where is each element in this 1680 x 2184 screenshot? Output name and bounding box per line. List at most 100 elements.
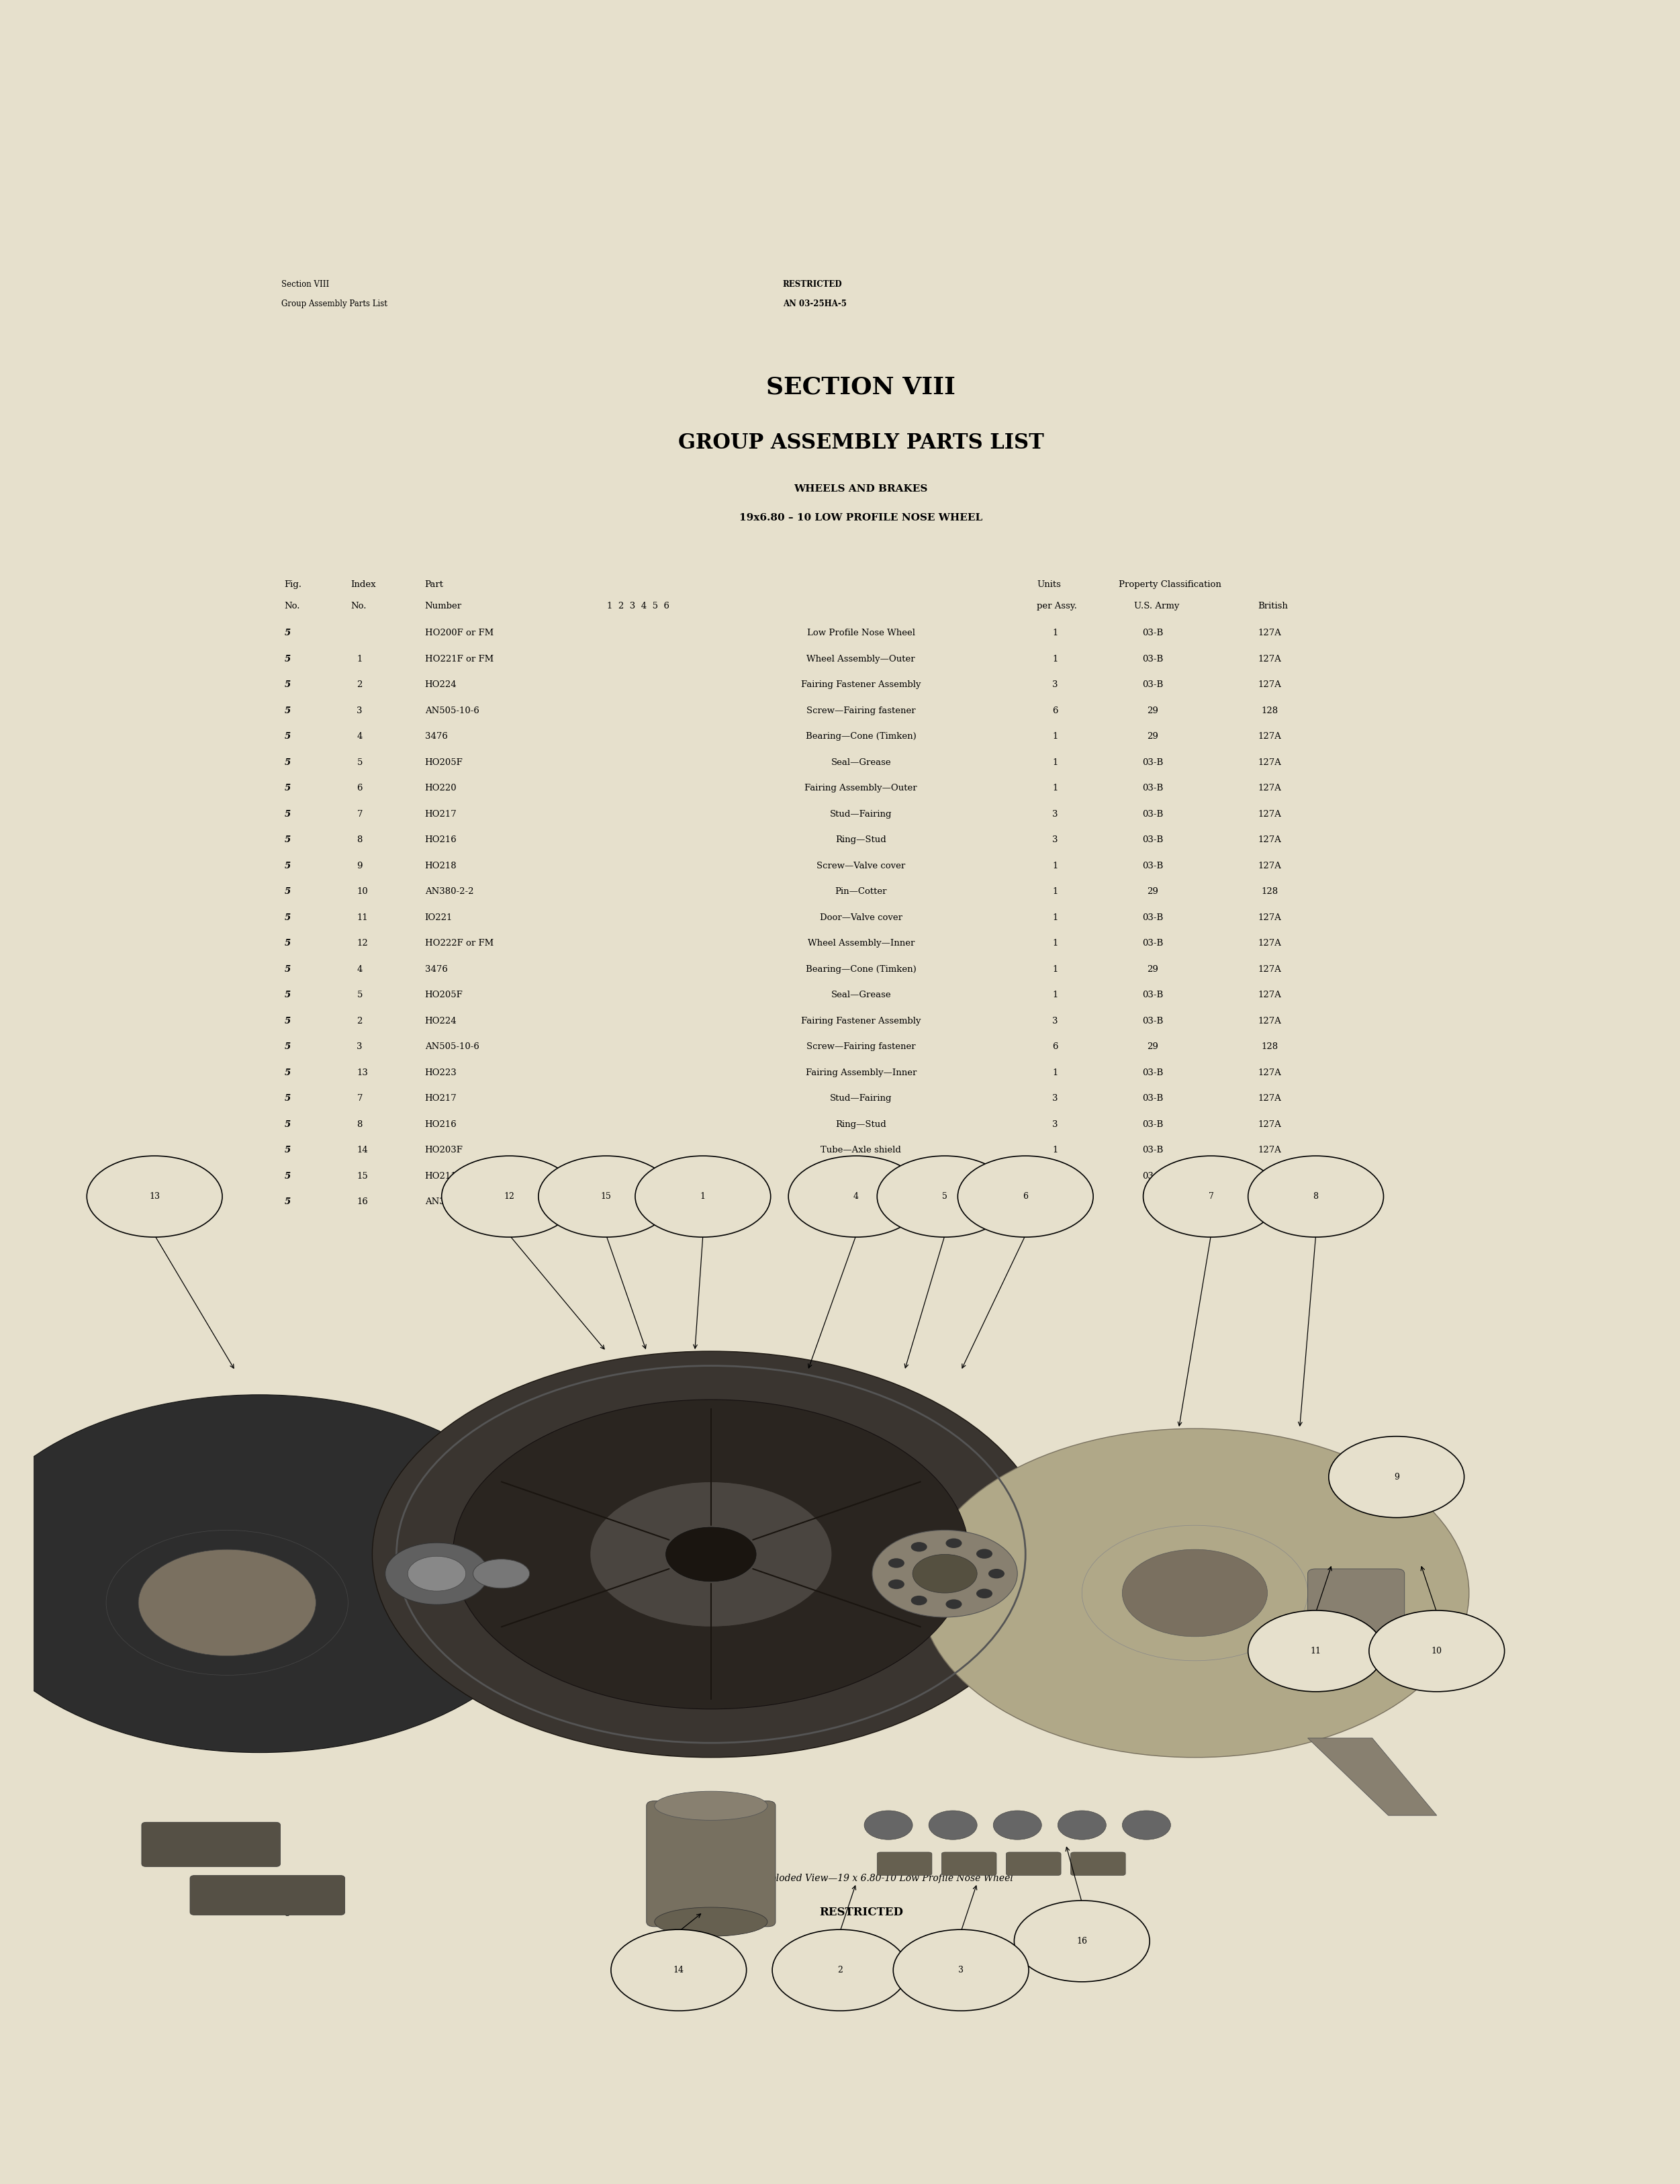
Text: 13: 13	[150, 1192, 160, 1201]
Text: HO205F: HO205F	[425, 758, 464, 767]
Text: 03-B: 03-B	[1142, 992, 1163, 1000]
Text: Tube—Axle shield: Tube—Axle shield	[822, 1147, 900, 1155]
Text: 13: 13	[356, 1068, 368, 1077]
Text: 1: 1	[1052, 784, 1058, 793]
Text: Number: Number	[425, 603, 462, 612]
Text: 29: 29	[1147, 1042, 1158, 1051]
Text: 10: 10	[1431, 1647, 1441, 1655]
Circle shape	[1248, 1155, 1384, 1236]
Text: 5: 5	[284, 860, 291, 869]
Text: 11: 11	[1310, 1647, 1320, 1655]
FancyBboxPatch shape	[141, 1821, 281, 1867]
Text: 3476: 3476	[425, 732, 447, 740]
Text: No.: No.	[351, 603, 366, 612]
Text: 03-B: 03-B	[1142, 1016, 1163, 1024]
Text: Stud—Fairing: Stud—Fairing	[830, 1094, 892, 1103]
Text: 8: 8	[356, 1120, 363, 1129]
Text: HO217: HO217	[425, 1094, 457, 1103]
Text: 1: 1	[1052, 1147, 1058, 1155]
Text: 1: 1	[1052, 939, 1058, 948]
Text: 03-B: 03-B	[1142, 860, 1163, 869]
Text: Ring—Stud: Ring—Stud	[835, 836, 887, 845]
Text: 1: 1	[1052, 913, 1058, 922]
Circle shape	[976, 1548, 993, 1559]
Text: 127A: 127A	[1258, 1016, 1282, 1024]
Text: 29: 29	[1147, 705, 1158, 714]
Text: Pin—Cotter: Pin—Cotter	[835, 887, 887, 895]
Ellipse shape	[474, 1559, 529, 1588]
Text: Wheel Assembly—Inner: Wheel Assembly—Inner	[808, 939, 914, 948]
Text: 5: 5	[284, 1120, 291, 1129]
Text: 3: 3	[1052, 681, 1058, 690]
Text: 5: 5	[284, 1147, 291, 1155]
Text: 127A: 127A	[1258, 784, 1282, 793]
Text: 5: 5	[284, 992, 291, 1000]
Polygon shape	[1307, 1738, 1436, 1815]
Text: 15: 15	[601, 1192, 612, 1201]
Text: 5: 5	[356, 992, 363, 1000]
Text: HO211: HO211	[425, 1171, 457, 1179]
Text: 5: 5	[284, 758, 291, 767]
Circle shape	[1369, 1610, 1505, 1693]
Text: HO224: HO224	[425, 681, 457, 690]
Text: 5: 5	[284, 784, 291, 793]
Text: 127A: 127A	[1258, 836, 1282, 845]
Text: 127A: 127A	[1258, 992, 1282, 1000]
Text: 4: 4	[853, 1192, 858, 1201]
Circle shape	[929, 1811, 978, 1839]
Text: Ring—Stud: Ring—Stud	[835, 1120, 887, 1129]
Text: Nut—Self locking: Nut—Self locking	[822, 1197, 900, 1206]
Text: 03-B: 03-B	[1142, 1120, 1163, 1129]
Text: 5: 5	[284, 705, 291, 714]
Text: 3: 3	[1052, 1120, 1058, 1129]
Text: Screw—Fairing fastener: Screw—Fairing fastener	[806, 1042, 916, 1051]
Circle shape	[889, 1579, 904, 1590]
Text: 3: 3	[1052, 1016, 1058, 1024]
Text: 5: 5	[284, 965, 291, 974]
Text: HO222F or FM: HO222F or FM	[425, 939, 494, 948]
Text: 6: 6	[1023, 1192, 1028, 1201]
Text: 1: 1	[1052, 992, 1058, 1000]
Text: 1: 1	[1052, 655, 1058, 664]
Circle shape	[538, 1155, 674, 1236]
Text: HO203F: HO203F	[425, 1147, 464, 1155]
Circle shape	[1248, 1610, 1384, 1693]
FancyBboxPatch shape	[647, 1802, 776, 1926]
Text: 6: 6	[284, 1909, 291, 1918]
Text: RESTRICTED: RESTRICTED	[820, 1907, 902, 1918]
Circle shape	[87, 1155, 222, 1236]
Text: HO224: HO224	[425, 1016, 457, 1024]
Text: 5: 5	[284, 1042, 291, 1051]
Circle shape	[946, 1599, 963, 1610]
Text: 14: 14	[674, 1966, 684, 1974]
Text: 127A: 127A	[1258, 732, 1282, 740]
Text: Fairing Assembly—Inner: Fairing Assembly—Inner	[805, 1068, 917, 1077]
Text: 3476: 3476	[425, 965, 447, 974]
Circle shape	[0, 1396, 558, 1752]
Circle shape	[454, 1400, 969, 1710]
Circle shape	[385, 1542, 489, 1605]
Text: 128: 128	[1262, 1042, 1278, 1051]
Text: 5: 5	[284, 681, 291, 690]
Text: Fairing Assembly—Outer: Fairing Assembly—Outer	[805, 784, 917, 793]
Text: 1: 1	[1052, 887, 1058, 895]
Text: 16: 16	[1077, 1937, 1087, 1946]
Circle shape	[889, 1557, 904, 1568]
Text: Bearing—Cone (Timken): Bearing—Cone (Timken)	[806, 965, 916, 974]
Text: 2: 2	[356, 681, 363, 690]
Text: 127A: 127A	[1258, 1094, 1282, 1103]
Text: 1: 1	[701, 1192, 706, 1201]
Text: RESTRICTED: RESTRICTED	[783, 280, 842, 288]
Text: 3: 3	[1052, 810, 1058, 819]
Text: 15: 15	[356, 1171, 368, 1179]
Circle shape	[912, 1555, 978, 1592]
Text: 128: 128	[1262, 1197, 1278, 1206]
Text: Section VIII: Section VIII	[282, 280, 329, 288]
Ellipse shape	[655, 1907, 768, 1937]
Text: Screw—Valve cover: Screw—Valve cover	[816, 860, 906, 869]
Text: 03-B: 03-B	[1142, 758, 1163, 767]
Text: AN 03-25HA-5: AN 03-25HA-5	[783, 299, 847, 308]
Text: per Assy.: per Assy.	[1037, 603, 1077, 612]
Text: 128: 128	[1262, 705, 1278, 714]
Text: Bearing—Cone (Timken): Bearing—Cone (Timken)	[806, 732, 916, 740]
